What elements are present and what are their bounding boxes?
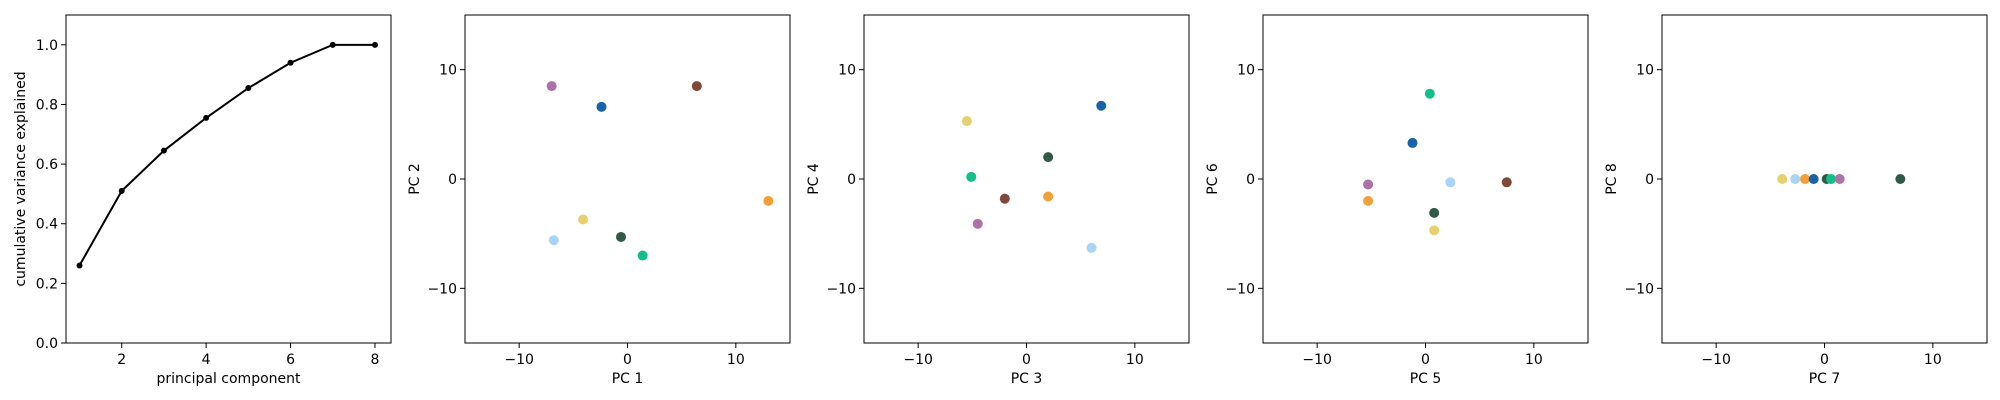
line-point	[76, 262, 83, 269]
y-axis-label: PC 8	[1604, 163, 1620, 195]
scatter-point	[1501, 177, 1512, 188]
panel-3: −10 0 10 −10 0 10 PC 3 PC 4	[806, 14, 1190, 387]
scatter-point	[691, 81, 702, 92]
y-axis-label: PC 2	[407, 163, 423, 195]
line-point	[203, 114, 210, 121]
scatter-point	[546, 81, 557, 92]
scatter-point	[1895, 174, 1906, 184]
y-tick-label: −10	[1624, 281, 1654, 297]
line-point	[287, 59, 294, 66]
x-tick-label: 0	[623, 352, 632, 368]
scatter-point	[578, 214, 589, 225]
scatter-point	[1429, 225, 1440, 236]
line-point	[329, 41, 336, 48]
y-axis-label: PC 4	[806, 163, 822, 195]
x-tick-label: 0	[1022, 352, 1031, 368]
x-axis-label: PC 5	[1410, 371, 1442, 387]
y-tick-label: 0.6	[36, 157, 58, 173]
y-tick-label: 10	[1237, 63, 1255, 79]
x-tick-label: 10	[1924, 352, 1942, 368]
x-tick-label: 0	[1820, 352, 1829, 368]
y-tick-label: 0.4	[36, 217, 58, 233]
x-tick-label: 6	[286, 352, 295, 368]
scatter-point	[966, 171, 977, 182]
scatter-point	[1808, 174, 1819, 184]
scatter-point	[1777, 174, 1788, 184]
panel-2: −10 0 10 −10 0 10 PC 1 PC 2	[407, 14, 791, 387]
scatter-point	[1407, 137, 1418, 148]
y-tick-label: 0	[1645, 172, 1654, 188]
x-tick-label: 2	[117, 352, 126, 368]
y-axis-label: cumulative variance explained	[13, 71, 29, 286]
y-tick-label: 0.2	[36, 276, 58, 292]
x-tick-label: 10	[1525, 352, 1543, 368]
scatter-point	[1363, 179, 1374, 190]
x-tick-label: −10	[1302, 352, 1332, 368]
y-axis-label: PC 6	[1205, 163, 1221, 195]
axes-frame	[1262, 14, 1589, 344]
panel-1: 2 4 6 8 0.0 0.2 0.4 0.6 0.8 1.0 principal componen…	[13, 14, 392, 387]
line-point	[160, 147, 167, 154]
scatter-point	[1096, 100, 1107, 111]
line-point	[371, 41, 378, 48]
scatter-point	[999, 193, 1010, 204]
panel-5: −10 0 10 −10 0 10 PC 7 PC 8	[1604, 14, 1988, 387]
scatter-point	[1800, 174, 1810, 184]
scatter-point	[548, 235, 559, 246]
axes-frame	[464, 14, 791, 344]
scatter-point	[972, 218, 983, 229]
scatter-point	[596, 101, 607, 112]
y-tick-label: 0.0	[36, 336, 58, 352]
scatter-point	[1043, 152, 1054, 163]
y-tick-label: 1.0	[36, 38, 58, 54]
scatter-point	[1043, 191, 1054, 202]
y-tick-label: 10	[439, 63, 457, 79]
x-axis-label: PC 1	[612, 371, 644, 387]
x-tick-label: −10	[504, 352, 534, 368]
scatter-point	[1424, 88, 1435, 99]
scatter-point	[637, 250, 648, 261]
axes-frame	[863, 14, 1190, 344]
line-point	[118, 187, 125, 194]
scatter-point	[1445, 177, 1456, 188]
x-axis-label: PC 7	[1809, 371, 1841, 387]
line-point	[245, 85, 252, 92]
y-tick-label: 0.8	[36, 97, 58, 113]
y-tick-label: −10	[826, 281, 856, 297]
y-tick-label: −10	[1225, 281, 1255, 297]
x-tick-label: −10	[1701, 352, 1731, 368]
x-tick-label: 0	[1421, 352, 1430, 368]
scatter-point	[616, 231, 626, 242]
x-tick-label: 8	[371, 352, 380, 368]
scatter-point	[1834, 174, 1845, 184]
scatter-point	[1363, 195, 1374, 206]
scatter-point	[1790, 174, 1801, 184]
scatter-point	[763, 195, 774, 206]
x-axis-label: principal component	[157, 371, 302, 387]
x-tick-label: 4	[202, 352, 211, 368]
axes-frame	[65, 14, 392, 344]
y-tick-label: 0	[1246, 172, 1255, 188]
x-axis-label: PC 3	[1011, 371, 1043, 387]
y-tick-label: −10	[427, 281, 457, 297]
scatter-point	[1826, 174, 1836, 184]
series-line	[78, 43, 375, 266]
scatter-point	[1086, 242, 1097, 253]
y-tick-label: 0	[448, 172, 457, 188]
y-tick-label: 10	[838, 63, 856, 79]
panel-4: −10 0 10 −10 0 10 PC 5 PC 6	[1205, 14, 1589, 387]
scatter-point	[1429, 207, 1440, 218]
x-tick-label: 10	[1126, 352, 1144, 368]
x-tick-label: 10	[727, 352, 745, 368]
y-tick-label: 0	[847, 172, 856, 188]
y-tick-label: 10	[1636, 63, 1654, 79]
x-tick-label: −10	[903, 352, 933, 368]
scatter-point	[961, 116, 972, 127]
